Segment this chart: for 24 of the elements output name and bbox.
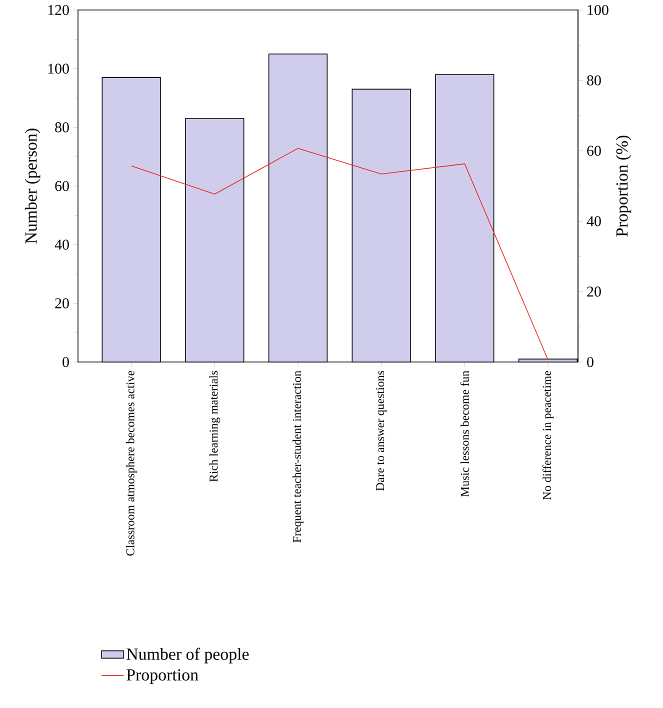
- y-tick-label: 120: [48, 4, 69, 16]
- y-tick-label: 20: [55, 298, 69, 308]
- y2-tick-label: 100: [588, 4, 608, 16]
- x-tick-label: Dare to answer questions: [376, 370, 387, 491]
- y-tick-label: 0: [62, 356, 69, 368]
- line-series: [130, 148, 548, 360]
- y-tick-label: 60: [55, 180, 69, 192]
- y2-axis-title: Proportion (%): [616, 136, 632, 237]
- y-axis-title: Number (person): [24, 128, 40, 244]
- x-tick-label: Frequent teacher-student interaction: [292, 370, 304, 543]
- y2-tick-label: 80: [587, 75, 601, 86]
- y-tick-label: 100: [48, 64, 69, 74]
- y-tick-label: 40: [54, 240, 69, 250]
- y2-tick-label: 40: [586, 216, 601, 226]
- x-tick-label: No difference in peacetime: [542, 370, 554, 500]
- legend-label: Number of people: [126, 648, 249, 664]
- legend-label: Proportion: [126, 669, 198, 684]
- y2-tick-label: 20: [587, 286, 601, 297]
- y-tick-label: 80: [55, 122, 69, 132]
- y2-tick-label: 0: [587, 356, 594, 368]
- x-tick-label: Music lessons become fun: [460, 370, 469, 497]
- x-tick-label: Classroom atmosphere becomes active: [126, 370, 137, 556]
- x-tick-label: Rich learning materials: [209, 370, 220, 482]
- y2-tick-label: 60: [587, 146, 601, 156]
